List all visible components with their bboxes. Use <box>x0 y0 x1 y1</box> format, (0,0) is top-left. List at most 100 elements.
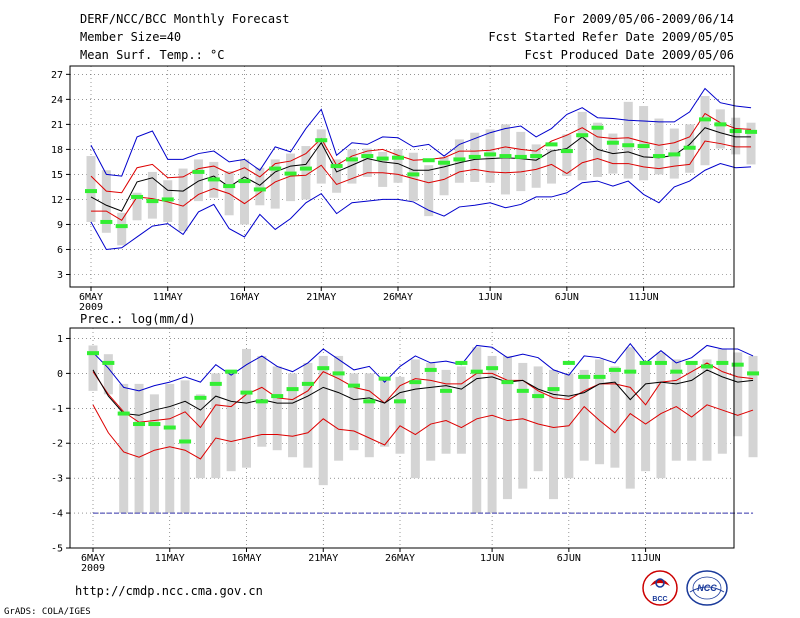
plot-frame <box>69 65 735 288</box>
x-tick-year-label: 2009 <box>79 302 103 313</box>
median-marker <box>102 360 115 365</box>
spread-box <box>147 171 157 219</box>
ncc-logo-text: NCC <box>697 583 717 593</box>
median-marker <box>729 129 742 134</box>
spread-box <box>149 394 159 514</box>
y-tick-label: -1 <box>51 404 63 415</box>
spread-box <box>288 373 298 458</box>
median-marker <box>547 387 560 392</box>
median-marker <box>424 367 437 372</box>
spread-box <box>240 159 249 225</box>
series-line-max <box>90 87 752 177</box>
median-marker <box>238 179 251 184</box>
median-marker <box>685 360 698 365</box>
median-marker <box>332 371 345 376</box>
median-marker <box>455 360 468 365</box>
spread-box <box>103 354 113 395</box>
spread-box <box>579 369 589 461</box>
spread-box <box>654 118 664 175</box>
spread-box <box>270 159 280 209</box>
median-marker <box>363 399 376 404</box>
spread-box <box>518 362 528 489</box>
x-tick-label: 11MAY <box>153 292 183 303</box>
series-line-min <box>90 163 752 251</box>
x-tick-label: 1JUN <box>478 292 502 303</box>
panel2-variable-label: Prec.: log(mm/d) <box>80 312 196 326</box>
median-marker <box>100 219 113 224</box>
median-marker <box>438 160 451 165</box>
median-marker <box>652 154 665 159</box>
spread-box <box>441 369 451 454</box>
median-marker <box>87 351 99 356</box>
spread-box <box>426 362 436 461</box>
median-marker <box>593 374 606 379</box>
median-marker <box>484 152 497 157</box>
y-tick-label: 9 <box>57 220 63 231</box>
y-tick-label: -2 <box>51 439 63 450</box>
median-marker <box>516 388 529 393</box>
y-tick-label: 21 <box>51 120 63 131</box>
series-line-mean <box>92 369 754 416</box>
median-marker <box>654 360 667 365</box>
median-marker <box>470 369 483 374</box>
series-line-p10 <box>92 404 754 460</box>
footer-url: http://cmdp.ncc.cma.gov.cn <box>75 584 263 598</box>
median-marker <box>532 394 545 399</box>
spread-box <box>134 383 144 514</box>
median-marker <box>284 171 297 176</box>
spread-box <box>549 369 558 500</box>
y-tick-label: 3 <box>57 270 63 281</box>
spread-box <box>577 111 587 181</box>
median-marker <box>347 383 360 388</box>
spread-box <box>610 366 620 468</box>
median-marker <box>486 366 499 371</box>
spread-box <box>502 355 512 500</box>
spread-box <box>303 362 313 468</box>
spread-box <box>746 122 756 165</box>
median-marker <box>253 187 266 192</box>
spread-box <box>702 359 712 461</box>
median-marker <box>562 360 575 365</box>
spread-box <box>378 151 388 187</box>
y-tick-label: -3 <box>51 474 63 485</box>
median-marker <box>608 367 621 372</box>
bcc-logo: BCC <box>642 570 678 606</box>
median-marker <box>161 197 174 202</box>
series-line-p90 <box>92 362 754 429</box>
header-produced-date: Fcst Produced Date 2009/05/06 <box>524 48 734 62</box>
spread-box <box>748 355 758 458</box>
spread-box <box>424 165 434 217</box>
median-marker <box>591 125 604 130</box>
median-marker <box>361 154 374 159</box>
median-marker <box>131 194 144 199</box>
spread-box <box>456 366 466 454</box>
spread-box <box>531 144 541 188</box>
median-marker <box>194 395 207 400</box>
header-start-date: Fcst Started Refer Date 2009/05/05 <box>488 30 734 44</box>
spread-box <box>255 167 265 206</box>
spread-box <box>193 159 203 202</box>
median-marker <box>192 169 205 174</box>
median-marker <box>225 369 238 374</box>
median-marker <box>422 158 435 163</box>
median-marker <box>606 140 619 145</box>
spread-box <box>639 106 649 181</box>
median-marker <box>530 154 543 159</box>
spread-box <box>380 380 390 447</box>
median-marker <box>639 360 652 365</box>
median-marker <box>699 117 711 122</box>
median-marker <box>317 366 330 371</box>
spread-box <box>717 348 727 454</box>
median-marker <box>668 152 681 157</box>
spread-box <box>410 359 420 479</box>
median-marker <box>207 177 220 182</box>
median-marker <box>223 184 236 189</box>
spread-box <box>316 129 326 184</box>
spread-box <box>334 355 344 461</box>
series-line-mean <box>90 127 752 212</box>
median-marker <box>683 145 696 150</box>
spread-box <box>119 383 129 514</box>
spread-box <box>623 101 633 179</box>
spread-box <box>439 156 449 196</box>
x-tick-label: 21MAY <box>308 553 338 564</box>
